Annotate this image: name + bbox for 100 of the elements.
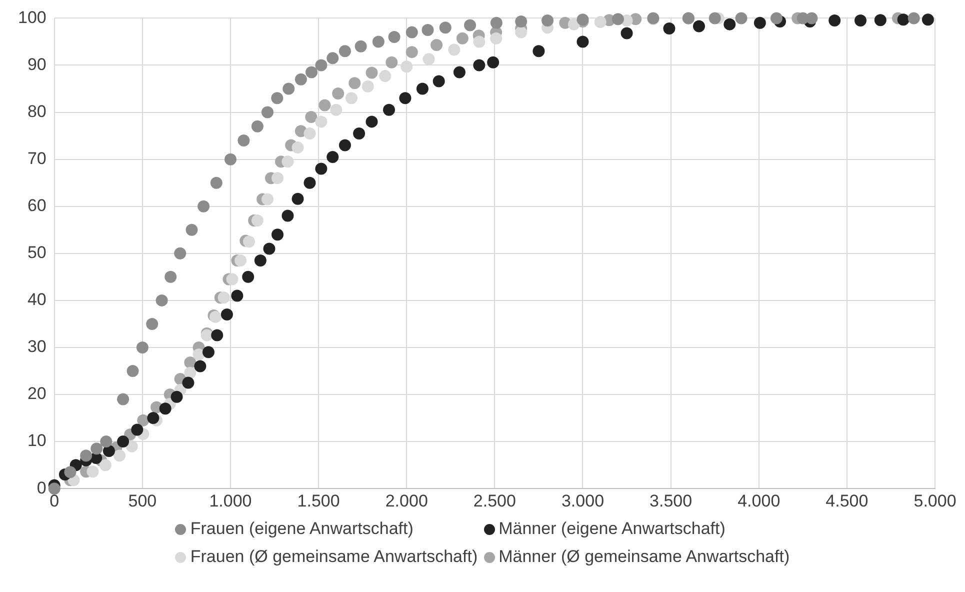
y-tick-label: 30: [27, 337, 46, 356]
point: [292, 142, 304, 154]
point: [754, 16, 766, 29]
y-tick-label: 100: [18, 8, 46, 27]
point: [137, 414, 150, 426]
point: [379, 70, 392, 82]
point: [192, 348, 205, 361]
point: [184, 356, 196, 369]
point: [345, 92, 358, 104]
point: [515, 15, 528, 28]
point: [332, 87, 344, 100]
point: [263, 242, 276, 255]
point: [326, 150, 339, 163]
point: [292, 192, 304, 205]
point: [117, 393, 130, 406]
point: [86, 466, 99, 478]
point: [663, 22, 676, 35]
point: [238, 134, 250, 147]
point: [48, 482, 60, 495]
point: [594, 16, 606, 28]
point: [251, 120, 264, 132]
point: [542, 14, 554, 27]
point: [735, 12, 748, 24]
point: [315, 59, 328, 72]
point: [80, 450, 92, 462]
point: [416, 82, 428, 95]
y-tick-label: 50: [27, 243, 46, 262]
point: [261, 106, 274, 118]
point: [100, 436, 112, 448]
legend-label: Frauen (eigene Anwartschaft): [190, 519, 414, 539]
point: [366, 116, 378, 128]
point: [432, 75, 445, 88]
point: [612, 13, 624, 26]
point: [202, 346, 214, 358]
point: [231, 290, 244, 302]
point: [198, 200, 210, 212]
x-tick-label: 4.500: [826, 491, 868, 510]
point: [271, 92, 284, 104]
point: [515, 26, 528, 38]
point: [218, 292, 230, 304]
point: [406, 46, 418, 58]
point: [430, 39, 443, 52]
point: [388, 31, 400, 44]
point: [456, 32, 468, 44]
x-tick-label: 3.500: [650, 491, 692, 510]
point: [242, 236, 255, 248]
point: [126, 365, 139, 377]
point: [304, 176, 316, 189]
x-tick-label: 1.500: [297, 491, 340, 510]
point: [234, 254, 247, 266]
point: [64, 466, 76, 478]
point: [422, 53, 435, 66]
point: [261, 193, 274, 206]
point: [282, 82, 295, 95]
point: [620, 27, 633, 40]
point: [453, 66, 466, 78]
point: [210, 176, 222, 189]
point: [576, 36, 589, 48]
point: [146, 318, 158, 330]
point: [724, 18, 736, 30]
point: [874, 14, 886, 26]
point: [568, 18, 580, 30]
point: [282, 210, 294, 222]
y-tick-label: 0: [36, 478, 46, 498]
point: [242, 270, 254, 283]
point: [362, 80, 374, 92]
point: [272, 228, 284, 241]
point: [897, 14, 910, 26]
point: [353, 127, 366, 140]
point: [487, 56, 500, 68]
legend-label: Männer (Ø gemeinsame Anwartschaft): [498, 547, 790, 567]
point: [490, 16, 502, 29]
point: [326, 52, 339, 64]
point: [294, 73, 307, 86]
point: [174, 247, 186, 260]
point: [184, 366, 196, 379]
point: [908, 12, 920, 24]
y-tick-label: 10: [27, 431, 46, 450]
point: [164, 270, 177, 283]
point: [473, 36, 486, 48]
point: [922, 14, 934, 26]
y-tick-label: 80: [27, 102, 46, 121]
point: [272, 172, 284, 184]
point: [338, 45, 351, 58]
x-tick-label: 4.000: [738, 491, 780, 510]
x-tick-label: 2.000: [385, 491, 428, 510]
point: [490, 32, 502, 44]
point: [354, 40, 367, 52]
point: [282, 156, 294, 168]
legend-label: Frauen (Ø gemeinsame Anwartschaft): [190, 547, 478, 567]
point: [102, 444, 115, 457]
point: [708, 12, 721, 24]
point: [224, 153, 236, 166]
y-tick-label: 40: [27, 290, 46, 310]
point: [448, 44, 460, 56]
x-tick-label: 0: [50, 491, 60, 510]
point: [226, 273, 238, 286]
point: [692, 20, 705, 32]
point: [399, 92, 412, 104]
point: [305, 110, 318, 123]
